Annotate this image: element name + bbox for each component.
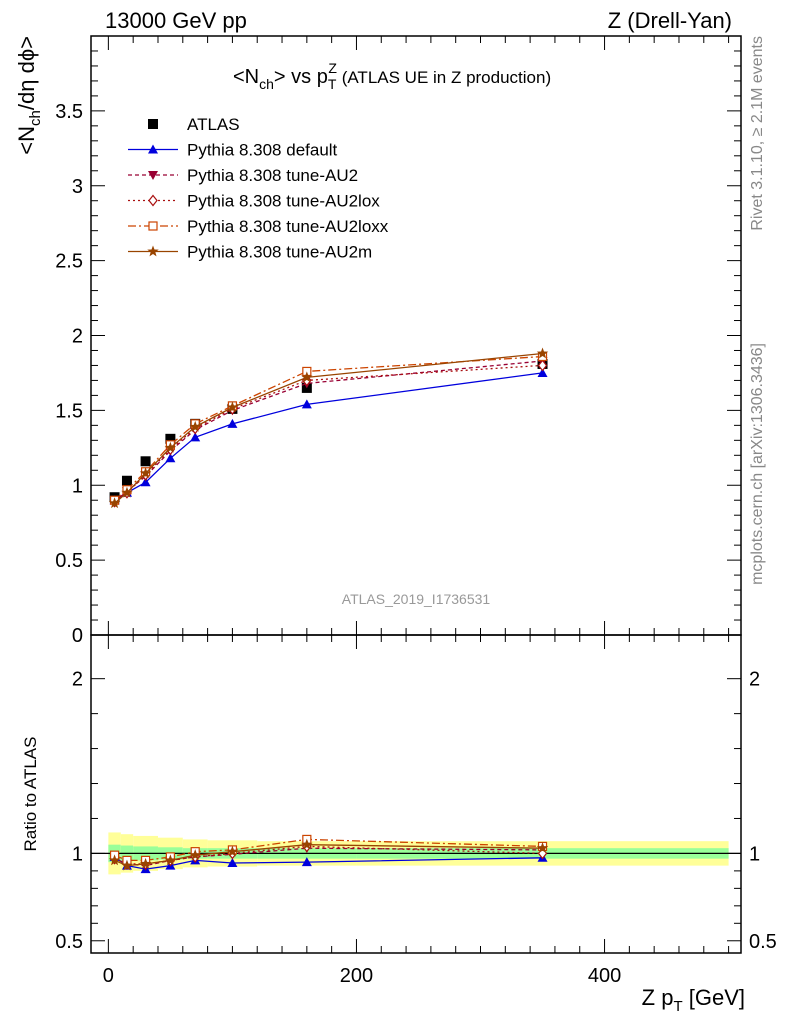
y-tick-label: 2 (72, 326, 83, 348)
series-point (189, 420, 201, 432)
series-point (190, 432, 201, 442)
series-point (537, 367, 548, 377)
series-point (301, 399, 312, 409)
legend-label-4: Pythia 8.308 tune-AU2m (187, 243, 372, 262)
legend-label-3: Pythia 8.308 tune-AU2loxx (187, 217, 389, 236)
y-tick-label: 0 (72, 625, 83, 647)
ratio-tick-label-right: 0.5 (749, 931, 777, 953)
series-line-0 (114, 372, 543, 501)
series-point (108, 497, 121, 509)
ratio-tick-label: 0.5 (55, 931, 83, 953)
rivet-label: Rivet 3.1.10, ≥ 2.1M events (749, 36, 766, 231)
series-point (227, 418, 238, 428)
ratio-point (227, 858, 238, 868)
legend-marker-1 (148, 171, 158, 180)
ratio-tick-label-right: 1 (749, 843, 760, 865)
series-point (537, 359, 548, 372)
legend-marker-3 (148, 221, 158, 231)
ratio-point (164, 854, 177, 866)
series-point (536, 347, 549, 359)
x-tick-label: 200 (340, 965, 373, 987)
series-line-2 (114, 364, 543, 503)
data-point (165, 433, 176, 444)
series-lines (108, 347, 549, 874)
ratio-tick-label-right: 2 (749, 669, 760, 691)
y-tick-label: 3 (72, 176, 83, 198)
legend-marker-2 (148, 194, 158, 207)
data-point (121, 475, 132, 486)
mcplots-label: mcplots.cern.ch [arXiv:1306.3436] (749, 343, 766, 585)
header-process: Z (Drell-Yan) (608, 8, 732, 33)
series-point (301, 371, 313, 383)
ratio-tick-label: 1 (72, 843, 83, 865)
legend-label-2: Pythia 8.308 tune-AU2lox (187, 192, 380, 211)
legend: ATLAS Pythia 8.308 default Pythia 8.308 tu… (128, 115, 389, 262)
ratio-axis-label: Ratio to ATLAS (21, 737, 40, 852)
series-point (140, 477, 151, 487)
series-point (121, 486, 133, 498)
analysis-watermark: ATLAS_2019_I1736531 (342, 591, 491, 607)
y-tick-label: 2.5 (55, 251, 83, 273)
ratio-point (301, 838, 313, 850)
chart-title: <Nch> vs pTZ (ATLAS UE in Z production) (233, 60, 551, 92)
y-tick-label: 1 (72, 475, 83, 497)
series-line-3 (114, 355, 543, 501)
y-tick-label: 3.5 (55, 101, 83, 123)
ratio-point (301, 857, 312, 867)
legend-label-0: Pythia 8.308 default (187, 141, 338, 160)
series-line-4 (114, 352, 543, 504)
y-axis-label: <Nch/dη dϕ> (14, 36, 44, 155)
y-tick-label: 1.5 (55, 400, 83, 422)
x-tick-label: 400 (588, 965, 621, 987)
legend-marker-0 (148, 144, 158, 154)
header-energy: 13000 GeV pp (105, 8, 247, 33)
series-point (165, 453, 176, 463)
legend-marker-data (148, 119, 158, 129)
x-tick-label: 0 (103, 965, 114, 987)
series-point (164, 441, 177, 453)
y-tick-label: 0.5 (55, 550, 83, 572)
series-point (226, 401, 239, 413)
x-axis-label: Z pT [GeV] (642, 985, 745, 1015)
legend-label-1: Pythia 8.308 tune-AU2 (187, 166, 358, 185)
series-line-1 (114, 360, 543, 503)
ratio-point (536, 842, 549, 854)
legend-label-data: ATLAS (187, 115, 240, 134)
ratio-line-0 (114, 856, 543, 870)
ratio-point (189, 849, 201, 861)
axes: 0 200 400 0 0.5 1 1.5 2 2.5 3 3.5 0.5 0.5 1 1 2 2 (55, 35, 777, 987)
ratio-point (226, 845, 239, 857)
series-point (139, 467, 152, 479)
ratio-point (121, 859, 133, 871)
ratio-tick-label: 2 (72, 669, 83, 691)
legend-marker-4 (147, 245, 159, 257)
ratio-point (108, 854, 121, 866)
ratio-frame (90, 634, 742, 954)
data-point (140, 456, 151, 467)
ratio-point (139, 857, 152, 869)
